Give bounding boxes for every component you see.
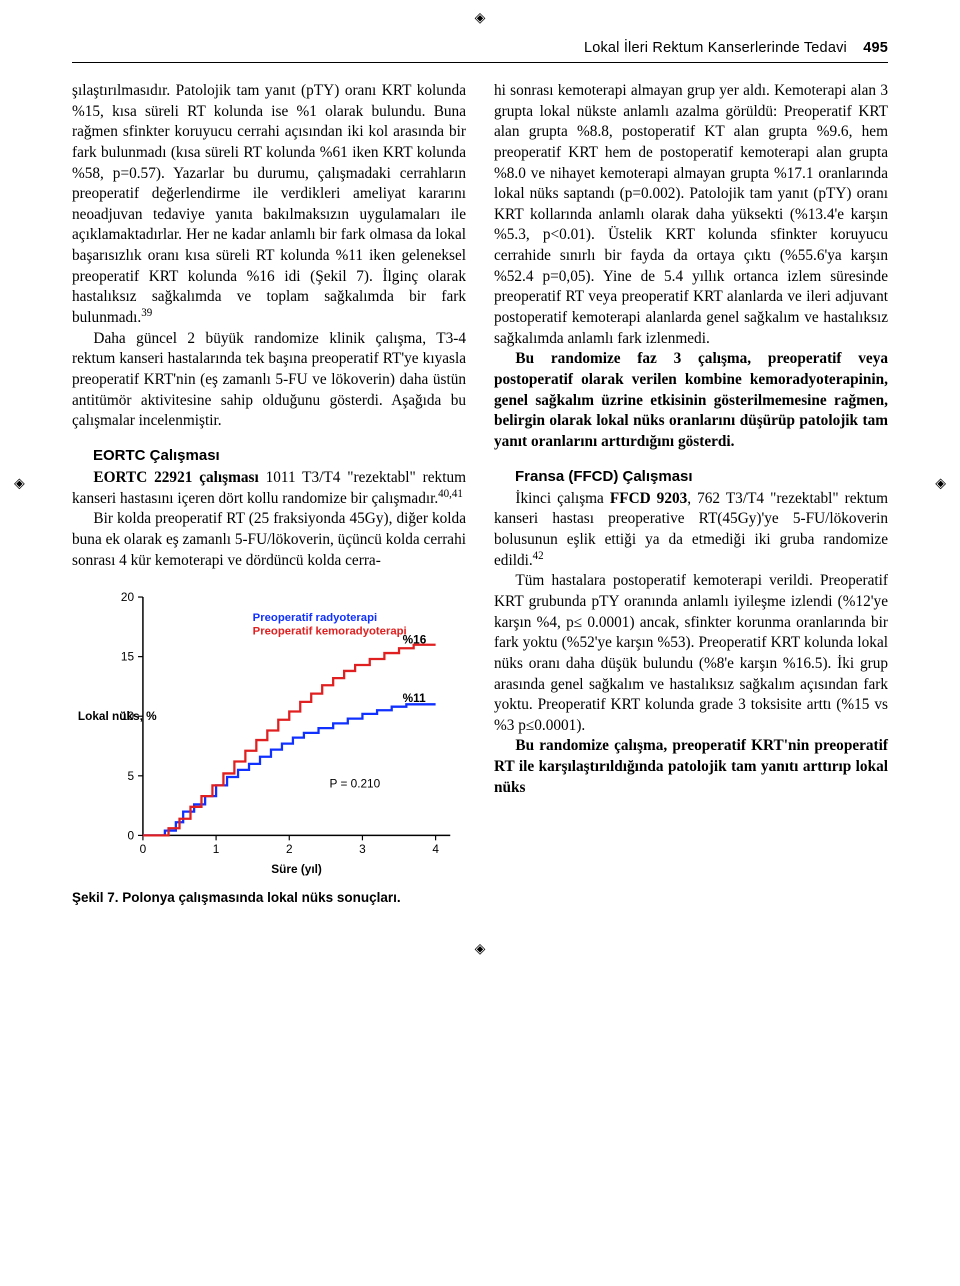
svg-text:5: 5 — [127, 769, 134, 783]
svg-text:15: 15 — [121, 650, 135, 664]
svg-text:0: 0 — [140, 842, 147, 856]
para-3: EORTC 22921 çalışması 1011 T3/T4 "rezekt… — [72, 468, 466, 509]
svg-text:%11: %11 — [403, 691, 426, 705]
para-4-head: Bir kolda preoperatif RT (25 fraksiyonda… — [72, 509, 466, 571]
para-6: İkinci çalışma FFCD 9203, 762 T3/T4 "rez… — [494, 489, 888, 572]
ref-40-41: 40,41 — [438, 488, 463, 500]
para-2: Daha güncel 2 büyük randomize klinik çal… — [72, 329, 466, 432]
para-8: Bu randomize çalışma, preoperatif KRT'ni… — [494, 736, 888, 798]
ffcd-study-name: FFCD 9203 — [610, 490, 687, 507]
running-head-title: Lokal İleri Rektum Kanserlerinde Tedavi — [584, 40, 847, 56]
para-4-head-text: Bir kolda preoperatif RT (25 fraksiyonda… — [72, 510, 466, 568]
crop-mark-bottom: ◈ — [475, 941, 486, 958]
svg-text:Süre (yıl): Süre (yıl) — [271, 862, 322, 876]
svg-text:3: 3 — [359, 842, 366, 856]
eortc-study-name: EORTC 22921 çalışması — [93, 469, 258, 486]
ref-39: 39 — [141, 307, 152, 319]
para-5-bold: Bu randomize faz 3 çalışma, preoperatif … — [494, 350, 888, 450]
heading-eortc: EORTC Çalışması — [72, 446, 466, 466]
crop-mark-top: ◈ — [475, 10, 486, 27]
para-1-text: şılaştırılmasıdır. Patolojik tam yanıt (… — [72, 82, 466, 326]
para-8-bold: Bu randomize çalışma, preoperatif KRT'ni… — [494, 737, 888, 795]
svg-text:4: 4 — [432, 842, 439, 856]
ref-42: 42 — [533, 550, 544, 562]
running-head: Lokal İleri Rektum Kanserlerinde Tedavi … — [72, 40, 888, 63]
svg-text:P = 0.210: P = 0.210 — [330, 777, 381, 791]
figure-7-caption: Şekil 7. Polonya çalışmasında lokal nüks… — [72, 889, 466, 907]
svg-text:20: 20 — [121, 590, 135, 604]
svg-text:Lokal nüks, %: Lokal nüks, % — [78, 710, 157, 724]
para-4-tail: hi sonrası kemoterapi almayan grup yer a… — [494, 81, 888, 349]
para-7: Tüm hastalara postoperatif kemoterapi ve… — [494, 571, 888, 736]
svg-text:2: 2 — [286, 842, 293, 856]
heading-ffcd: Fransa (FFCD) Çalışması — [494, 467, 888, 487]
figure-7-chart: 0510152001234Süre (yıl)Lokal nüks, %%16%… — [72, 581, 466, 881]
para-6a: İkinci çalışma — [515, 490, 609, 507]
figure-7-svg: 0510152001234Süre (yıl)Lokal nüks, %%16%… — [72, 581, 466, 881]
crop-mark-right: ◈ — [935, 475, 946, 492]
page-number: 495 — [863, 40, 888, 56]
figure-7: 0510152001234Süre (yıl)Lokal nüks, %%16%… — [72, 581, 466, 907]
para-1: şılaştırılmasıdır. Patolojik tam yanıt (… — [72, 81, 466, 329]
body-text: şılaştırılmasıdır. Patolojik tam yanıt (… — [72, 81, 888, 908]
para-5: Bu randomize faz 3 çalışma, preoperatif … — [494, 349, 888, 452]
svg-text:1: 1 — [213, 842, 220, 856]
svg-text:Preoperatif radyoterapi: Preoperatif radyoterapi — [253, 612, 377, 624]
svg-text:0: 0 — [127, 829, 134, 843]
para-4-tail-text: hi sonrası kemoterapi almayan grup yer a… — [494, 82, 888, 347]
crop-mark-left: ◈ — [14, 475, 25, 492]
svg-text:Preoperatif kemoradyoterapi: Preoperatif kemoradyoterapi — [253, 626, 407, 638]
